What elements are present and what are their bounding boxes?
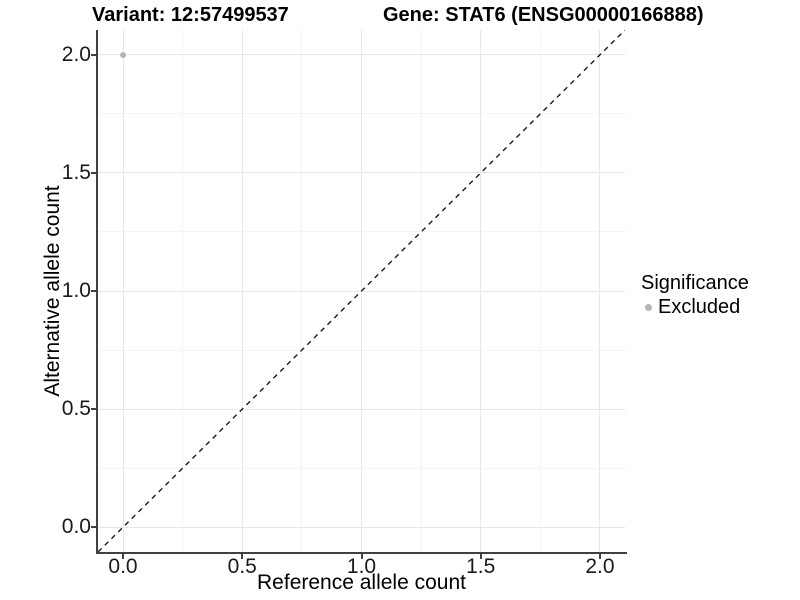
major-gridline-y [98, 54, 625, 56]
x-axis-title: Reference allele count [257, 571, 466, 594]
y-axis-tick [91, 53, 96, 56]
x-axis-tick-label: 0.0 [108, 555, 138, 578]
plot-title-variant: Variant: 12:57499537 [92, 4, 289, 26]
major-gridline-y [98, 408, 625, 410]
y-axis-tick [91, 526, 96, 529]
y-axis-tick [91, 171, 96, 174]
y-axis-tick-label: 1.0 [61, 279, 91, 302]
y-axis-tick-label: 2.0 [61, 42, 91, 66]
plot-title-gene: Gene: STAT6 (ENSG00000166888) [383, 4, 704, 26]
y-axis-tick [91, 408, 96, 411]
x-axis-tick-label: 2.0 [585, 555, 615, 578]
y-axis-tick-label: 1.5 [61, 160, 91, 184]
y-axis-tick-label: 0.0 [61, 515, 91, 539]
y-axis-line [96, 30, 98, 554]
legend-title: Significance [641, 272, 749, 294]
y-axis-tick [91, 290, 96, 292]
x-axis-tick [598, 554, 601, 559]
legend-point-marker-icon [645, 303, 652, 311]
major-gridline-y [98, 526, 625, 528]
legend-item-label: Excluded [658, 296, 741, 318]
identity-reference-line [98, 30, 625, 552]
legend-items: Excluded [641, 295, 749, 319]
x-axis-tick [479, 554, 482, 559]
x-axis-tick [360, 554, 363, 559]
x-axis-tick-label: 0.5 [227, 555, 257, 578]
x-axis-tick-label: 1.0 [346, 555, 377, 578]
y-axis-tick-label: 0.5 [61, 397, 91, 421]
major-gridline-y [98, 172, 625, 174]
x-axis-line [96, 552, 627, 554]
x-axis-tick [241, 554, 244, 559]
data-point [120, 51, 127, 58]
legend-item: Excluded [641, 295, 749, 319]
x-axis-tick-label: 1.5 [466, 555, 496, 578]
plot-panel [98, 30, 625, 552]
legend: Significance Excluded [641, 271, 749, 319]
x-axis-tick [122, 554, 125, 559]
